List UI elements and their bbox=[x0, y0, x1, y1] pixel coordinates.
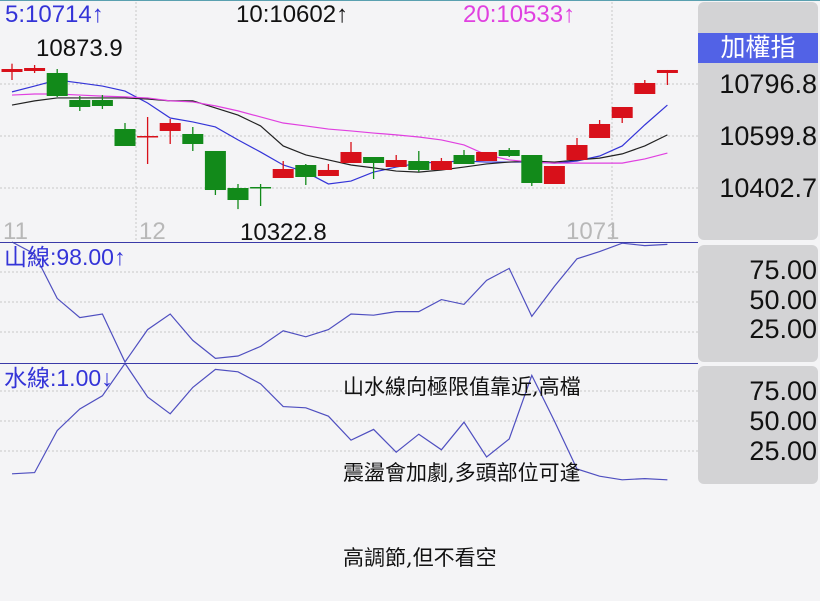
down-candle bbox=[114, 122, 136, 146]
candle-body bbox=[24, 68, 46, 71]
candle-body bbox=[91, 100, 113, 106]
down-candle bbox=[521, 154, 543, 186]
down-candle bbox=[498, 148, 520, 158]
ma10-label: 10:10602↑ bbox=[236, 1, 349, 28]
x-label: 1071 bbox=[566, 218, 620, 245]
candle-body bbox=[521, 154, 543, 183]
candle-body bbox=[611, 107, 633, 119]
ma5-line bbox=[11, 79, 668, 185]
price-tick: 10796.8 bbox=[719, 69, 817, 99]
water-line bbox=[11, 362, 668, 481]
up-candle bbox=[24, 64, 46, 73]
annotation-line: 震盪會加劇,多頭部位可逢 bbox=[343, 460, 581, 485]
mountain-tick: 75.00 bbox=[749, 255, 817, 285]
up-candle bbox=[340, 141, 362, 163]
candles bbox=[1, 63, 678, 210]
down-candle bbox=[69, 96, 91, 111]
mountain-line bbox=[11, 241, 668, 364]
price-tick: 10599.8 bbox=[719, 121, 817, 151]
down-candle bbox=[250, 183, 272, 206]
candle-body bbox=[250, 187, 272, 189]
ma10-line bbox=[11, 97, 668, 173]
candle-body bbox=[182, 133, 204, 144]
candle-body bbox=[69, 100, 91, 108]
indicator-lines bbox=[11, 241, 668, 481]
high-price-label: 10873.9 bbox=[36, 35, 123, 62]
candle-body bbox=[204, 150, 226, 191]
ma20-line bbox=[11, 93, 668, 164]
water-tick: 50.00 bbox=[749, 406, 817, 436]
ma20-label: 20:10533↑ bbox=[463, 1, 576, 28]
low-price-label: 10322.8 bbox=[240, 219, 327, 246]
water-line-label: 水線:1.00↓ bbox=[4, 365, 113, 391]
annotation-text: 山水線向極限值靠近,高檔 震盪會加劇,多頭部位可逢 高調節,但不看空 bbox=[343, 316, 581, 601]
up-candle bbox=[611, 107, 633, 123]
up-candle bbox=[476, 151, 498, 162]
candle-body bbox=[453, 154, 475, 164]
candle-body bbox=[137, 136, 159, 138]
mountain-tick: 25.00 bbox=[749, 314, 817, 344]
up-candle bbox=[543, 166, 565, 184]
down-candle bbox=[453, 150, 475, 164]
candle-body bbox=[634, 82, 656, 94]
candle-body bbox=[543, 166, 565, 184]
water-tick: 75.00 bbox=[749, 376, 817, 406]
up-candle bbox=[1, 63, 23, 81]
x-label: 12 bbox=[139, 218, 166, 245]
index-name-badge[interactable]: 加權指 bbox=[698, 33, 818, 63]
water-axis bbox=[698, 366, 818, 484]
ma5-label: 5:10714↑ bbox=[5, 1, 104, 28]
candle-body bbox=[656, 69, 678, 73]
up-candle bbox=[656, 69, 678, 85]
candle-body bbox=[114, 129, 136, 146]
candle-body bbox=[159, 122, 181, 131]
annotation-line: 高調節,但不看空 bbox=[343, 546, 497, 570]
mountain-axis bbox=[698, 245, 818, 362]
up-candle bbox=[137, 117, 159, 164]
candle-body bbox=[46, 72, 68, 96]
candle-body bbox=[227, 188, 249, 201]
candle-body bbox=[408, 161, 430, 170]
candle-body bbox=[498, 150, 520, 156]
up-candle bbox=[430, 158, 452, 170]
candle-body bbox=[430, 161, 452, 170]
up-candle bbox=[317, 163, 339, 176]
down-candle bbox=[363, 157, 385, 180]
down-candle bbox=[182, 127, 204, 151]
candle-body bbox=[385, 160, 407, 168]
candle-body bbox=[272, 169, 294, 179]
candle-body bbox=[589, 123, 611, 139]
down-candle bbox=[408, 150, 430, 172]
candle-body bbox=[363, 157, 385, 163]
down-candle bbox=[46, 69, 68, 98]
water-tick: 25.00 bbox=[749, 436, 817, 466]
mountain-line-label: 山線:98.00↑ bbox=[4, 244, 126, 270]
stock-chart[interactable] bbox=[0, 0, 820, 486]
mountain-tick: 50.00 bbox=[749, 285, 817, 315]
up-candle bbox=[566, 138, 588, 161]
up-candle bbox=[272, 160, 294, 179]
moving-averages bbox=[11, 79, 668, 185]
down-candle bbox=[295, 163, 317, 185]
up-candle bbox=[159, 119, 181, 144]
down-candle bbox=[204, 150, 226, 195]
candle-body bbox=[295, 164, 317, 178]
x-label: 11 bbox=[3, 218, 28, 245]
up-candle bbox=[589, 120, 611, 139]
up-candle bbox=[634, 80, 656, 94]
down-candle bbox=[91, 94, 113, 110]
candle-body bbox=[317, 169, 339, 176]
candle-body bbox=[476, 151, 498, 162]
up-candle bbox=[385, 154, 407, 168]
candle-body bbox=[340, 151, 362, 163]
candle-body bbox=[1, 69, 23, 72]
price-tick: 10402.7 bbox=[719, 173, 817, 203]
annotation-line: 山水線向極限值靠近,高檔 bbox=[343, 375, 581, 399]
down-candle bbox=[227, 183, 249, 210]
candle-body bbox=[566, 144, 588, 161]
